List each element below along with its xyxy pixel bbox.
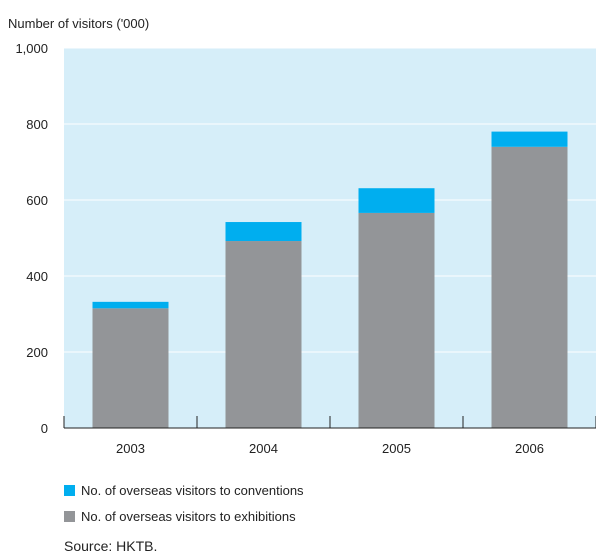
legend-label-conventions: No. of overseas visitors to conventions <box>81 482 304 498</box>
x-tick-label: 2003 <box>116 441 145 456</box>
bar-exhibitions-2004 <box>225 241 302 428</box>
chart: Number of visitors ('000) 0 200 400 600 800 1… <box>8 16 596 456</box>
bars <box>92 131 568 429</box>
y-tick-label: 200 <box>26 345 48 360</box>
y-ticks: 0 200 400 600 800 1,000 <box>15 41 48 436</box>
legend-label-exhibitions: No. of overseas visitors to exhibitions <box>81 508 296 524</box>
y-axis-label: Number of visitors ('000) <box>8 16 149 31</box>
bar-conventions-2004 <box>225 222 302 242</box>
x-tick-label: 2004 <box>249 441 278 456</box>
source-note: Source: HKTB. <box>64 538 158 554</box>
bar-exhibitions-2003 <box>92 308 169 428</box>
x-tick-label: 2006 <box>515 441 544 456</box>
legend-item-conventions: No. of overseas visitors to conventions <box>64 482 304 498</box>
bar-exhibitions-2005 <box>358 212 435 428</box>
x-axis: 2003 2004 2005 2006 <box>63 416 596 456</box>
y-tick-label: 400 <box>26 269 48 284</box>
legend-swatch-conventions <box>64 484 75 496</box>
bar-conventions-2005 <box>358 188 435 213</box>
bar-conventions-2003 <box>92 301 169 309</box>
y-tick-label: 600 <box>26 193 48 208</box>
y-tick-label: 800 <box>26 117 48 132</box>
legend-item-exhibitions: No. of overseas visitors to exhibitions <box>64 508 304 524</box>
y-tick-label: 1,000 <box>15 41 48 56</box>
legend: No. of overseas visitors to conventions … <box>64 483 304 535</box>
bar-exhibitions-2006 <box>491 146 568 429</box>
bar-conventions-2006 <box>491 131 568 147</box>
x-tick-label: 2005 <box>382 441 411 456</box>
y-tick-label: 0 <box>41 421 48 436</box>
legend-swatch-exhibitions <box>64 510 75 522</box>
